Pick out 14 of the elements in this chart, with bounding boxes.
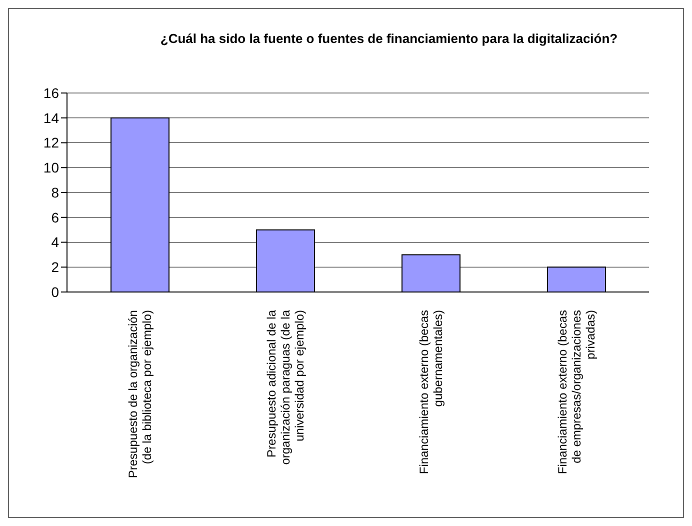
y-tick-label: 2 bbox=[51, 259, 60, 276]
chart-title: ¿Cuál ha sido la fuente o fuentes de financiamiento para la digitalización? bbox=[159, 31, 619, 46]
x-tick-label: Presupuesto de la organización (de la biblioteca por ejemplo) bbox=[126, 310, 154, 478]
y-tick-label: 4 bbox=[51, 234, 60, 250]
x-tick-label: Financiamiento externo (becas gubernamentales) bbox=[416, 310, 445, 474]
y-tick-label: 10 bbox=[43, 160, 60, 176]
x-tick-label: Financiamiento externo (becas de empresas/organizaciones privadas) bbox=[555, 310, 598, 474]
y-tick-label: 0 bbox=[51, 284, 60, 300]
y-tick-label: 6 bbox=[51, 209, 60, 226]
y-tick-label: 8 bbox=[51, 184, 60, 200]
y-tick-label: 12 bbox=[43, 134, 60, 151]
y-tick-label: 16 bbox=[43, 84, 60, 101]
x-tick-label: Presupuesto adicional de la organización paraguas (de la universidad por ejemplo) bbox=[264, 310, 306, 465]
y-tick-label: 14 bbox=[43, 110, 60, 126]
